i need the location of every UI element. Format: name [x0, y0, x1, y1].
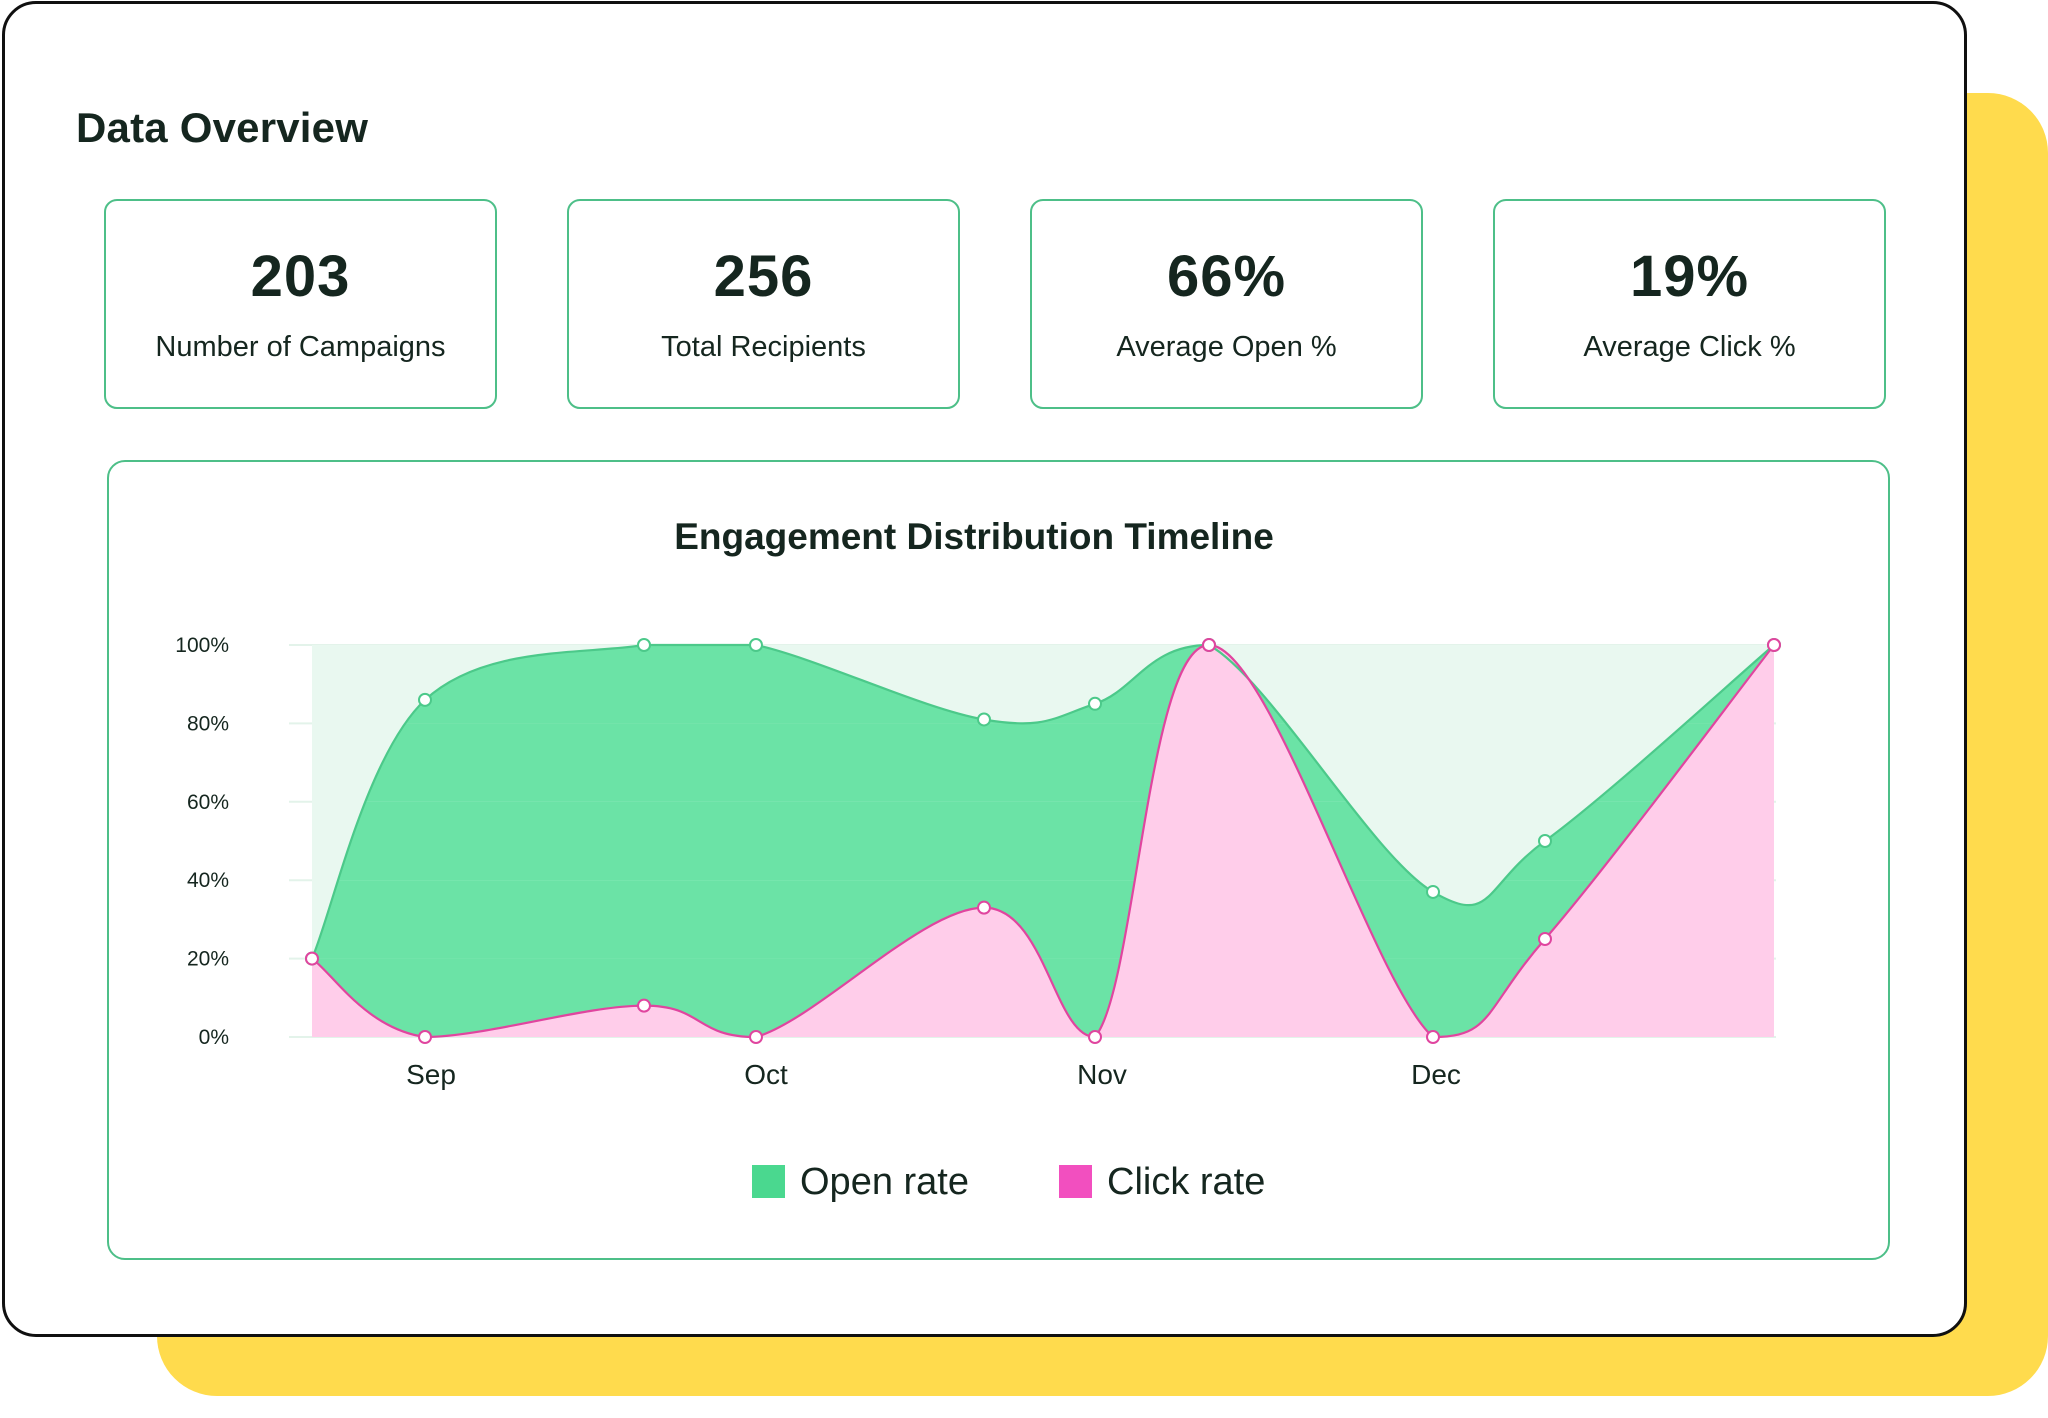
click-rate-point[interactable]	[1767, 638, 1781, 652]
open-rate-point[interactable]	[749, 638, 763, 652]
click-rate-point[interactable]	[637, 998, 651, 1013]
stat-label: Average Open %	[1116, 331, 1337, 363]
x-tick-label: Nov	[1077, 1059, 1127, 1090]
y-tick-label: 40%	[187, 869, 229, 892]
y-tick-label: 60%	[187, 791, 229, 814]
stat-value: 66%	[1166, 244, 1287, 309]
stat-card-open-rate: 66% Average Open %	[1030, 199, 1423, 409]
stat-card-click-rate: 19% Average Click %	[1493, 199, 1886, 409]
click-rate-area	[312, 645, 1774, 1037]
open-rate-line	[310, 643, 1775, 960]
click-rate-point[interactable]	[977, 900, 991, 915]
click-rate-point[interactable]	[418, 1030, 432, 1044]
click-rate-point[interactable]	[1088, 1030, 1102, 1044]
stat-card-campaigns: 203 Number of Campaigns	[104, 199, 497, 409]
open-rate-point[interactable]	[1426, 884, 1440, 899]
stat-card-recipients: 256 Total Recipients	[567, 199, 960, 409]
engagement-chart-panel: Engagement Distribution Timeline 100% 80%…	[107, 460, 1890, 1260]
click-rate-point[interactable]	[749, 1030, 763, 1044]
click-rate-point[interactable]	[1538, 932, 1552, 946]
open-rate-point[interactable]	[418, 692, 432, 707]
legend-open-rate[interactable]: Open rate	[752, 1161, 969, 1203]
stat-value: 19%	[1629, 244, 1750, 309]
stat-label: Total Recipients	[661, 331, 866, 363]
y-tick-label: 100%	[175, 634, 229, 657]
click-rate-point[interactable]	[305, 951, 319, 966]
open-band-step	[312, 880, 1774, 959]
y-tick-label: 80%	[187, 712, 229, 735]
engagement-chart: Engagement Distribution Timeline 100% 80%…	[175, 516, 1781, 1203]
legend-swatch	[1059, 1165, 1092, 1198]
legend-label: Click rate	[1107, 1161, 1265, 1203]
legend-label: Open rate	[800, 1161, 969, 1203]
legend-swatch	[752, 1165, 785, 1198]
x-tick-label: Sep	[406, 1059, 456, 1090]
x-tick-label: Dec	[1411, 1059, 1461, 1090]
click-rate-point[interactable]	[1426, 1030, 1440, 1044]
y-tick-label: 0%	[199, 1026, 229, 1049]
click-rate-point[interactable]	[1202, 638, 1216, 652]
stat-label: Number of Campaigns	[155, 331, 446, 363]
data-overview-card: Data Overview 203 Number of Campaigns 25…	[2, 1, 1967, 1337]
chart-title: Engagement Distribution Timeline	[674, 516, 1274, 557]
x-tick-label: Oct	[744, 1059, 788, 1090]
open-rate-point[interactable]	[637, 638, 651, 652]
stat-value: 203	[250, 244, 351, 309]
page-title: Data Overview	[76, 104, 369, 151]
stat-label: Average Click %	[1583, 331, 1796, 363]
open-rate-point[interactable]	[977, 712, 991, 727]
open-rate-point[interactable]	[1538, 834, 1552, 848]
stat-value: 256	[713, 244, 814, 309]
open-rate-point[interactable]	[1088, 696, 1102, 711]
y-tick-label: 20%	[187, 948, 229, 971]
legend-click-rate[interactable]: Click rate	[1059, 1161, 1265, 1203]
